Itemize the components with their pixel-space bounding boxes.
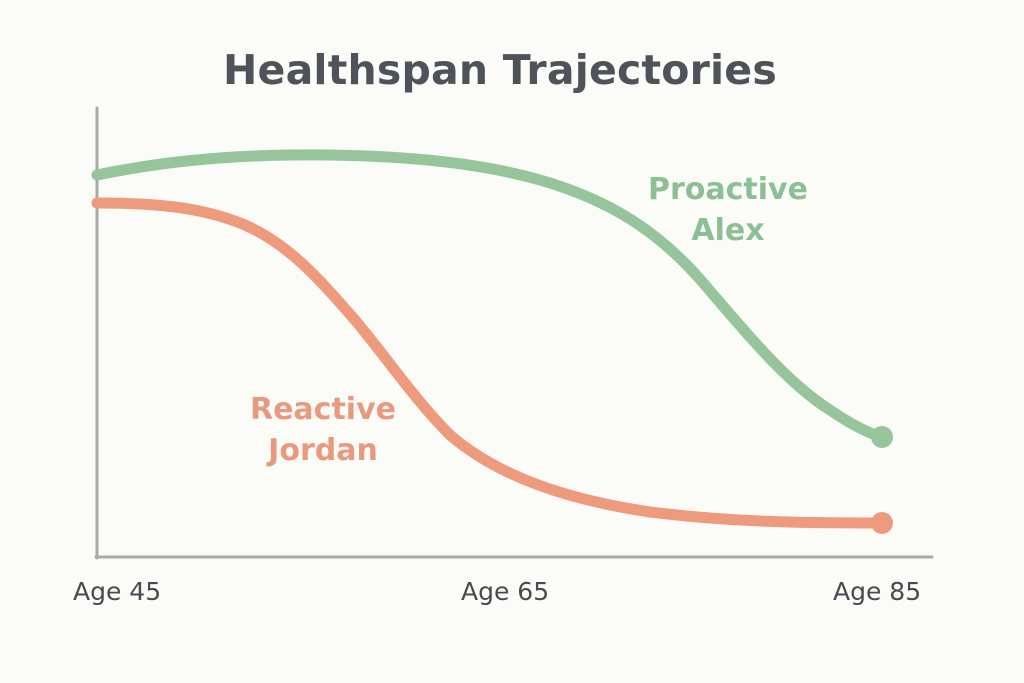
series-label-line: Reactive [249,392,396,427]
x-tick-label: Age 85 [833,577,922,606]
x-tick-label: Age 65 [461,577,550,606]
series-label-proactive-alex: Proactive Alex [618,169,838,251]
x-tick-label: Age 45 [73,577,162,606]
series-line-proactive-alex [91,149,888,443]
series-label-line: Jordan [268,433,378,468]
series-line-reactive-jordan [91,197,888,529]
series-label-reactive-jordan: Reactive Jordan [213,389,433,471]
series-end-marker-reactive-jordan [871,512,893,534]
chart-title: Healthspan Trajectories [223,46,777,94]
series-end-marker-proactive-alex [871,426,893,448]
series-label-line: Alex [691,213,765,248]
series-label-line: Proactive [648,172,808,207]
